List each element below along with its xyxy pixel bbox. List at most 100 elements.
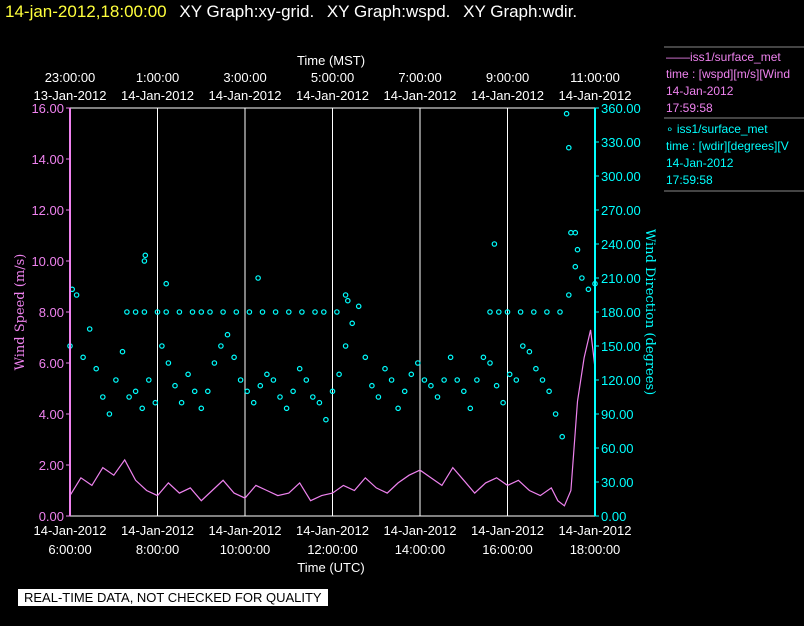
wdir-point: [154, 309, 161, 315]
wdir-point: [250, 399, 257, 406]
wdir-point: [336, 371, 342, 378]
wdir-point: [441, 377, 447, 383]
wdir-point: [272, 309, 279, 315]
wdir-point: [323, 416, 329, 423]
wdir-point: [388, 377, 395, 383]
wdir-point: [506, 371, 513, 378]
y-left-tick-label: 12.00: [31, 203, 64, 218]
top-tick-time: 23:00:00: [45, 70, 96, 85]
top-axis-label: Time (MST): [297, 53, 365, 68]
wdir-point: [296, 365, 303, 372]
wdir-point: [474, 377, 480, 383]
wdir-point: [493, 382, 500, 389]
wdir-point: [533, 365, 539, 372]
wdir-point: [526, 348, 533, 355]
wdir-point: [487, 360, 493, 366]
y-right-tick-label: 30.00: [601, 475, 634, 490]
wdir-point: [218, 343, 224, 349]
wdir-point: [124, 309, 130, 315]
header-datetime: 14-jan-2012,18:00:00: [5, 2, 167, 21]
x-tick-time: 10:00:00: [220, 542, 271, 557]
y-right-tick-label: 0.00: [601, 509, 626, 524]
wdir-point: [362, 354, 369, 361]
x-tick-date: 14-Jan-2012: [209, 523, 282, 538]
wdir-point: [224, 331, 231, 338]
y-right-tick-label: 300.00: [601, 169, 641, 184]
x-tick-time: 16:00:00: [482, 542, 533, 557]
top-tick-time: 5:00:00: [311, 70, 354, 85]
wdir-point: [434, 394, 441, 400]
wspd-series: [69, 329, 596, 507]
wdir-point: [163, 280, 170, 287]
top-tick-date: 14-Jan-2012: [471, 88, 544, 103]
wdir-point: [309, 394, 316, 400]
y-left-tick-label: 14.00: [31, 152, 64, 167]
wdir-point: [349, 320, 356, 327]
wdir-point: [264, 371, 270, 378]
y-left-tick-label: 8.00: [39, 305, 64, 320]
x-tick-date: 14-Jan-2012: [296, 523, 369, 538]
wdir-point: [454, 377, 461, 383]
top-tick-time: 9:00:00: [486, 70, 529, 85]
y-right-tick-label: 150.00: [601, 339, 641, 354]
header-graph-wdir: XY Graph:wdir.: [463, 2, 578, 21]
wdir-point: [139, 405, 146, 412]
wdir-point: [244, 388, 251, 395]
wdir-point: [80, 354, 86, 361]
wdir-point: [480, 354, 487, 361]
wdir-point: [163, 309, 170, 315]
wdir-point: [189, 309, 196, 315]
header-graph-xy-grid: XY Graph:xy-grid.: [179, 2, 315, 21]
legend-wdir-line-0: ∘ iss1/surface_met: [666, 122, 768, 136]
wdir-point: [207, 309, 213, 315]
wdir-point: [517, 309, 524, 315]
wdir-point: [563, 110, 570, 117]
wdir-point: [119, 348, 126, 355]
wdir-point: [270, 377, 277, 383]
y-left-tick-label: 0.00: [39, 509, 64, 524]
wdir-point: [259, 309, 266, 315]
top-tick-date: 13-Jan-2012: [34, 88, 107, 103]
wdir-point: [487, 309, 493, 315]
legend-wspd-line-1: time : [wspd][m/s][Wind: [666, 67, 790, 81]
wdir-series: [67, 110, 598, 440]
wdir-point: [141, 258, 148, 264]
y-left-tick-label: 2.00: [39, 458, 64, 473]
wdir-point: [546, 388, 552, 395]
wdir-point: [176, 309, 183, 315]
y-left-tick-label: 6.00: [39, 356, 64, 371]
wdir-point: [369, 382, 375, 389]
wdir-point: [172, 382, 178, 389]
wdir-point: [220, 309, 226, 315]
wdir-point: [255, 275, 261, 281]
wdir-point: [375, 394, 382, 400]
x-tick-time: 8:00:00: [136, 542, 179, 557]
wdir-point: [191, 388, 198, 395]
wdir-point: [283, 405, 290, 412]
wdir-point: [565, 292, 572, 298]
wdir-point: [342, 292, 349, 298]
wdir-point: [237, 377, 244, 383]
y-right-label: Wind Direction (degrees): [642, 229, 657, 395]
y-right-tick-label: 270.00: [601, 203, 641, 218]
top-tick-time: 7:00:00: [398, 70, 441, 85]
top-tick-date: 14-Jan-2012: [296, 88, 369, 103]
y-right-tick-label: 360.00: [601, 101, 641, 116]
legend-wdir-line-2: 14-Jan-2012: [666, 156, 734, 170]
wdir-point: [530, 309, 537, 315]
wdir-point: [277, 394, 283, 400]
y-right-tick-label: 330.00: [601, 135, 641, 150]
legend: ——iss1/surface_met time : [wspd][m/s][Wi…: [664, 46, 804, 192]
legend-wspd-line-3: 17:59:58: [666, 101, 713, 115]
wdir-point: [257, 382, 264, 389]
wdir-point: [159, 343, 165, 349]
legend-wspd-line-0: ——iss1/surface_met: [666, 50, 781, 64]
top-tick-date: 14-Jan-2012: [559, 88, 632, 103]
wdir-point: [246, 309, 253, 315]
wdir-point: [198, 309, 205, 315]
wdir-point: [355, 303, 362, 310]
wdir-point: [447, 354, 454, 361]
wdir-point: [572, 229, 579, 236]
wdir-point: [568, 229, 574, 236]
